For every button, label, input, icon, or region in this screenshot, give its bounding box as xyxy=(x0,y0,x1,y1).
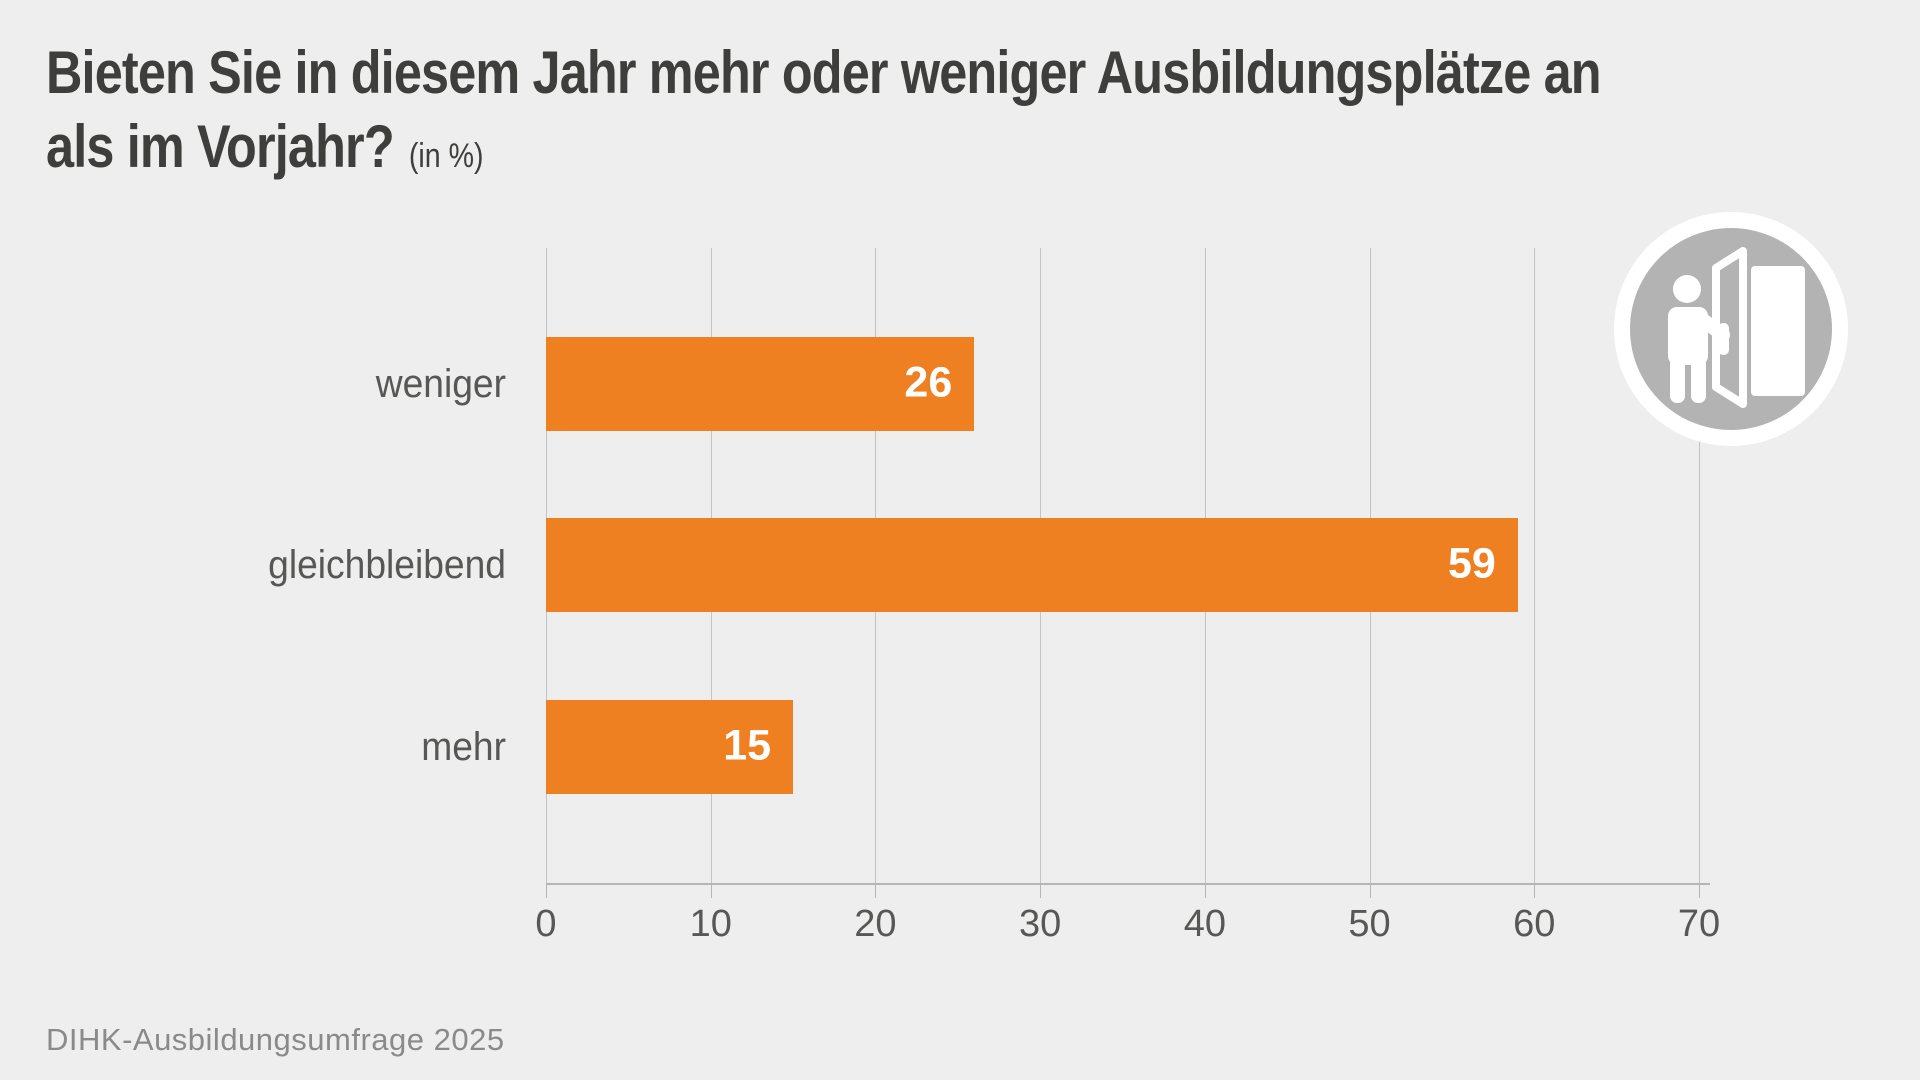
tick-label: 50 xyxy=(1348,903,1391,945)
tick-label: 40 xyxy=(1183,903,1226,945)
tick-mark xyxy=(875,885,877,898)
tick-label: 10 xyxy=(689,903,732,945)
tick-mark xyxy=(546,885,547,898)
category-label-mehr: mehr xyxy=(421,724,506,769)
bar-mehr: 15 xyxy=(546,700,794,794)
tick-mark xyxy=(1369,885,1371,898)
bar-value-label: 26 xyxy=(904,358,953,407)
bar-value-label: 59 xyxy=(1447,539,1496,588)
gridline xyxy=(1534,248,1536,883)
tick-mark xyxy=(1699,885,1700,898)
source-caption: DIHK-Ausbildungsumfrage 2025 xyxy=(46,1022,505,1057)
tick-label: 60 xyxy=(1513,903,1556,945)
person-opening-door-icon xyxy=(1614,212,1848,446)
tick-mark xyxy=(1204,885,1206,898)
page-title: Bieten Sie in diesem Jahr mehr oder weni… xyxy=(46,36,1897,193)
x-axis-line xyxy=(546,883,1710,885)
category-label-weniger: weniger xyxy=(375,361,506,406)
tick-label: 20 xyxy=(854,903,897,945)
gridline xyxy=(1699,248,1700,883)
icon-glyph xyxy=(1668,247,1805,408)
bar-value-label: 15 xyxy=(723,721,772,770)
tick-label: 70 xyxy=(1677,903,1721,945)
bar-gleichbleibend: 59 xyxy=(546,518,1518,612)
tick-label: 30 xyxy=(1019,903,1062,945)
tick-label: 0 xyxy=(535,903,557,945)
unit-note: (in %) xyxy=(408,137,484,175)
bar-weniger: 26 xyxy=(546,337,975,431)
chart-plot-area: 26 59 15 xyxy=(546,248,1700,883)
tick-mark xyxy=(1534,885,1536,898)
page-title-line2: als im Vorjahr? (in %) xyxy=(46,110,1601,193)
category-label-gleichbleibend: gleichbleibend xyxy=(268,542,506,587)
tick-mark xyxy=(710,885,712,898)
page-title-line2-text: als im Vorjahr? xyxy=(46,113,395,180)
tick-mark xyxy=(1040,885,1042,898)
page-title-line1: Bieten Sie in diesem Jahr mehr oder weni… xyxy=(46,39,1602,106)
